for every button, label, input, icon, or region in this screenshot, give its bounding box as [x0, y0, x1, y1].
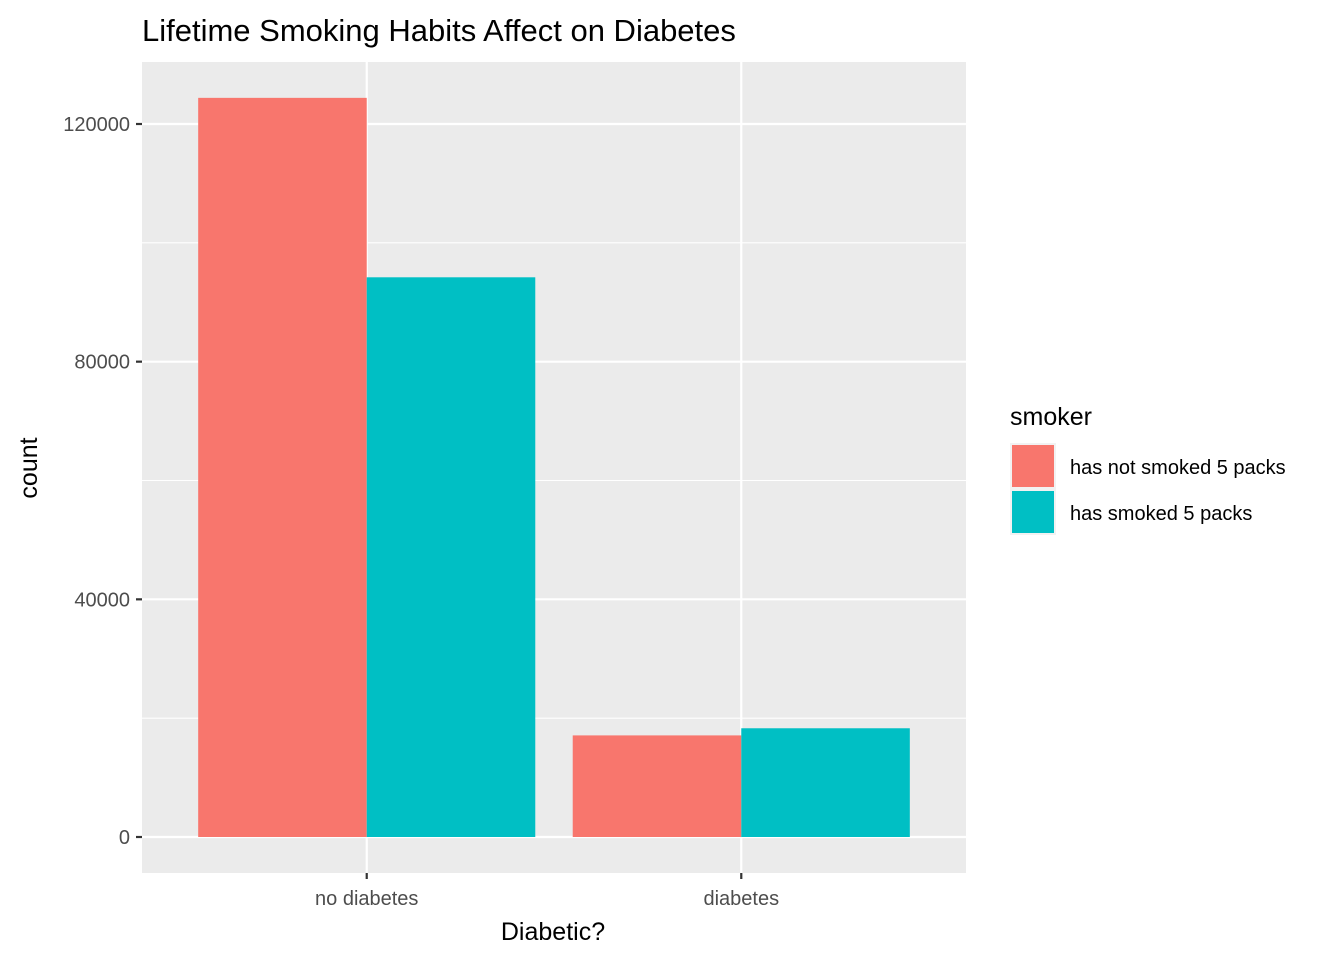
x-tick-label: no diabetes	[315, 888, 418, 910]
y-tick-label: 80000	[74, 352, 130, 374]
legend: smoker has not smoked 5 packs has smoked …	[1010, 403, 1286, 535]
y-tick-label: 0	[119, 827, 130, 849]
bar	[198, 97, 367, 837]
legend-label: has not smoked 5 packs	[1070, 457, 1286, 479]
chart-title: Lifetime Smoking Habits Affect on Diabet…	[142, 13, 736, 48]
bar	[366, 277, 536, 837]
x-axis-title: Diabetic?	[501, 918, 605, 946]
y-tick-label: 120000	[63, 114, 130, 136]
legend-label: has smoked 5 packs	[1070, 503, 1252, 525]
legend-swatch	[1012, 491, 1054, 533]
legend-title: smoker	[1010, 403, 1092, 431]
y-axis: 0 40000 80000 120000	[63, 114, 142, 849]
legend-swatch	[1012, 445, 1054, 487]
bar	[572, 735, 742, 837]
x-axis: no diabetes diabetes	[315, 873, 779, 910]
bar	[741, 728, 910, 837]
x-tick-label: diabetes	[703, 888, 779, 910]
bars	[198, 97, 910, 837]
y-axis-title: count	[15, 437, 43, 498]
y-tick-label: 40000	[74, 589, 130, 611]
